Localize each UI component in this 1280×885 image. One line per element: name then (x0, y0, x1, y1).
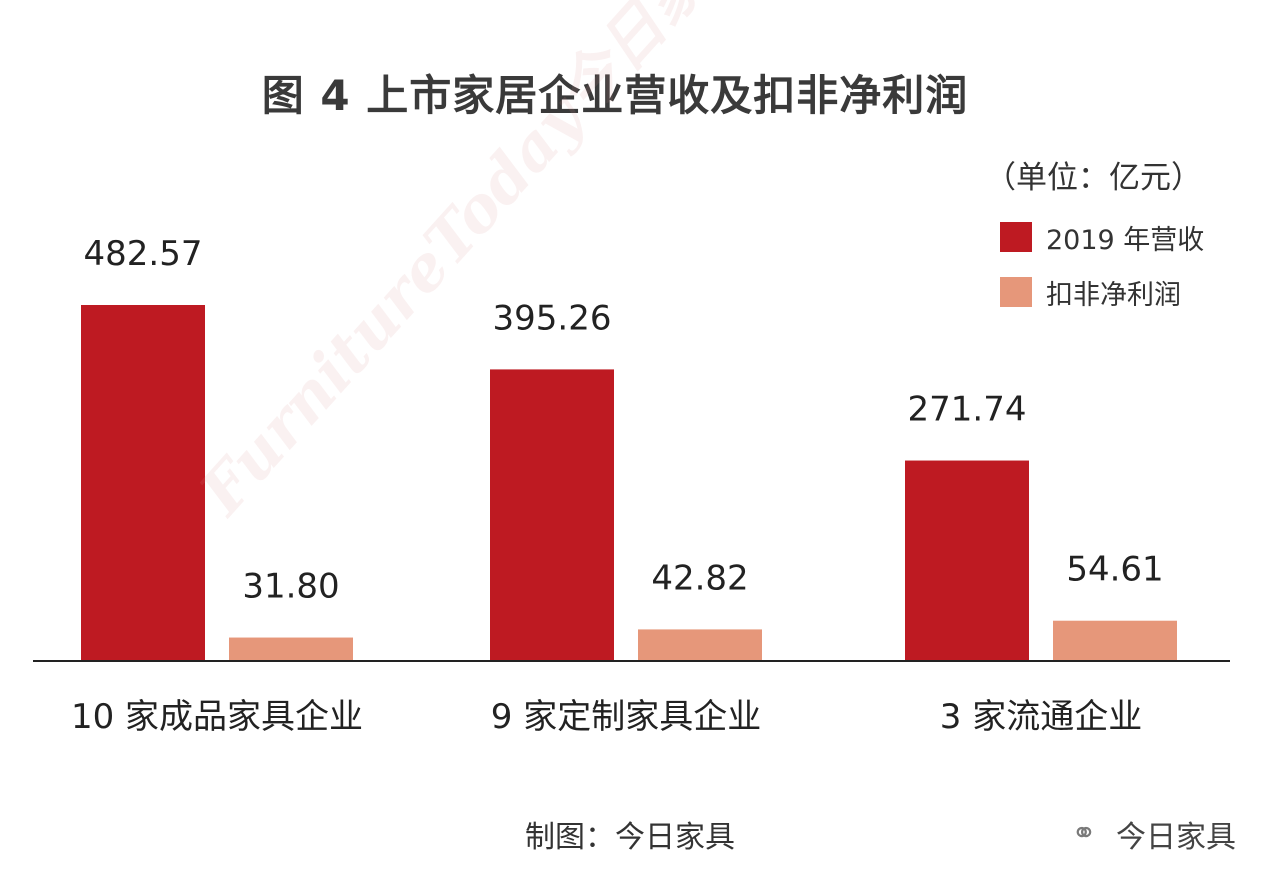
legend-item-revenue: 2019 年营收 (1000, 217, 1204, 257)
chart-credit: 制图：今日家具 (525, 820, 735, 855)
data-label-profit-0: 31.80 (242, 567, 339, 607)
bar-revenue-1 (490, 369, 614, 661)
legend-swatch-profit (1000, 277, 1032, 307)
category-label-1: 9 家定制家具企业 (491, 697, 761, 737)
data-label-profit-1: 42.82 (651, 558, 748, 598)
category-label-2: 3 家流通企业 (940, 697, 1142, 737)
data-label-revenue-0: 482.57 (84, 234, 203, 274)
bar-profit-0 (229, 637, 353, 661)
wechat-account-name: 今日家具 (1116, 820, 1236, 855)
legend-label-revenue: 2019 年营收 (1046, 224, 1205, 256)
wechat-account[interactable]: ⚭ 今日家具 (1060, 812, 1236, 856)
legend-label-profit: 扣非净利润 (1046, 279, 1181, 311)
bar-revenue-0 (81, 305, 205, 661)
data-label-revenue-2: 271.74 (908, 390, 1027, 430)
legend-item-profit: 扣非净利润 (1000, 272, 1181, 312)
chart-title: 图 4 上市家居企业营收及扣非净利润 (261, 71, 969, 120)
bar-profit-2 (1053, 620, 1177, 661)
bar-profit-1 (638, 629, 762, 661)
unit-label: （单位：亿元） (985, 160, 1202, 196)
data-label-profit-2: 54.61 (1066, 550, 1163, 590)
bar-revenue-2 (905, 460, 1029, 661)
category-label-0: 10 家成品家具企业 (71, 697, 363, 737)
legend-swatch-revenue (1000, 222, 1032, 252)
data-label-revenue-1: 395.26 (493, 298, 612, 338)
wechat-icon: ⚭ (1071, 816, 1097, 851)
